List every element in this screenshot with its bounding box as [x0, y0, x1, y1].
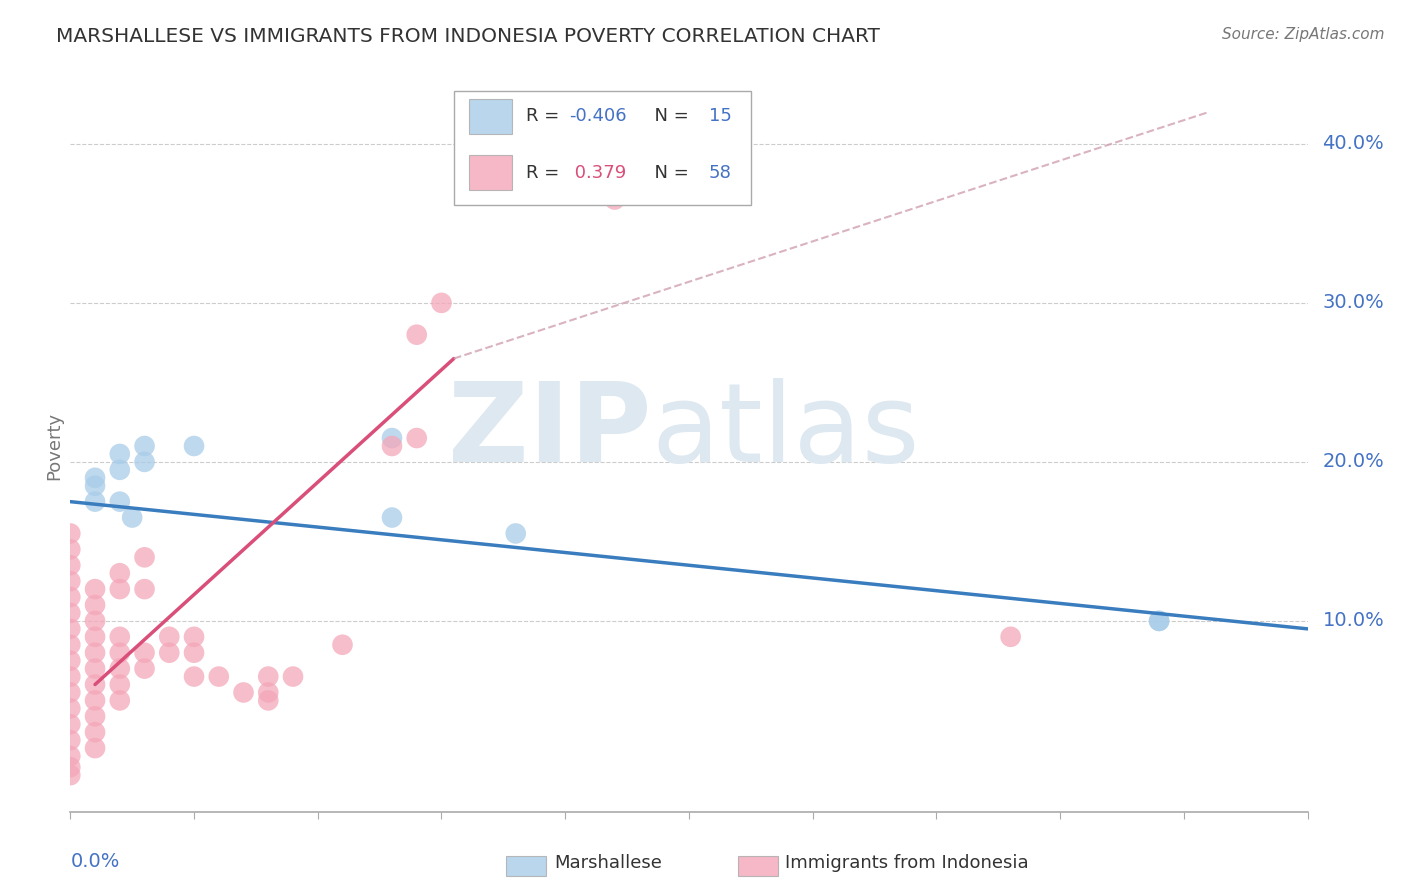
Point — [108, 463, 131, 477]
Point — [59, 768, 82, 782]
Point — [505, 185, 527, 199]
Text: R =: R = — [526, 164, 565, 182]
Point — [84, 471, 107, 485]
Point — [108, 630, 131, 644]
Point — [59, 654, 82, 668]
Point — [183, 646, 205, 660]
Point — [84, 709, 107, 723]
Point — [121, 510, 143, 524]
Point — [59, 701, 82, 715]
Text: N =: N = — [643, 107, 695, 125]
Point — [108, 693, 131, 707]
Point — [134, 455, 156, 469]
Text: N =: N = — [643, 164, 695, 182]
Point — [183, 630, 205, 644]
Point — [430, 296, 453, 310]
Point — [108, 582, 131, 596]
FancyBboxPatch shape — [468, 99, 512, 134]
Point — [183, 439, 205, 453]
Point — [84, 677, 107, 691]
Point — [183, 669, 205, 683]
Text: -0.406: -0.406 — [569, 107, 627, 125]
Text: ZIP: ZIP — [449, 378, 652, 485]
FancyBboxPatch shape — [454, 91, 751, 204]
Point — [208, 669, 231, 683]
Point — [59, 760, 82, 774]
FancyBboxPatch shape — [468, 155, 512, 190]
Text: Immigrants from Indonesia: Immigrants from Indonesia — [785, 855, 1028, 872]
Point — [59, 574, 82, 589]
Point — [84, 646, 107, 660]
Point — [1000, 630, 1022, 644]
Text: atlas: atlas — [652, 378, 921, 485]
Point — [381, 431, 404, 445]
Point — [59, 717, 82, 731]
Text: Source: ZipAtlas.com: Source: ZipAtlas.com — [1222, 27, 1385, 42]
Point — [1147, 614, 1170, 628]
Point — [59, 526, 82, 541]
Point — [84, 693, 107, 707]
Point — [381, 510, 404, 524]
Point — [405, 327, 427, 342]
Point — [59, 622, 82, 636]
Point — [84, 479, 107, 493]
Point — [134, 646, 156, 660]
Point — [381, 439, 404, 453]
Point — [108, 494, 131, 508]
Text: MARSHALLESE VS IMMIGRANTS FROM INDONESIA POVERTY CORRELATION CHART: MARSHALLESE VS IMMIGRANTS FROM INDONESIA… — [56, 27, 880, 45]
Point — [134, 662, 156, 676]
Point — [134, 439, 156, 453]
Point — [84, 662, 107, 676]
Point — [84, 582, 107, 596]
Point — [59, 685, 82, 699]
Text: 15: 15 — [709, 107, 731, 125]
Point — [84, 614, 107, 628]
Point — [108, 677, 131, 691]
Point — [405, 431, 427, 445]
Point — [59, 606, 82, 620]
Text: 30.0%: 30.0% — [1323, 293, 1384, 312]
Point — [157, 630, 180, 644]
Text: R =: R = — [526, 107, 565, 125]
Point — [59, 558, 82, 573]
Point — [108, 662, 131, 676]
Point — [59, 669, 82, 683]
Point — [84, 630, 107, 644]
Text: 20.0%: 20.0% — [1323, 452, 1384, 471]
Text: 0.0%: 0.0% — [70, 852, 120, 871]
Point — [84, 741, 107, 756]
Text: 0.379: 0.379 — [569, 164, 626, 182]
Point — [59, 733, 82, 747]
Point — [108, 447, 131, 461]
Y-axis label: Poverty: Poverty — [45, 412, 63, 480]
Point — [108, 646, 131, 660]
Point — [84, 725, 107, 739]
Point — [134, 550, 156, 565]
Point — [1147, 614, 1170, 628]
Text: 40.0%: 40.0% — [1323, 135, 1384, 153]
Point — [257, 685, 280, 699]
Point — [505, 526, 527, 541]
Point — [603, 193, 626, 207]
Point — [59, 542, 82, 557]
Point — [108, 566, 131, 581]
Text: Marshallese: Marshallese — [554, 855, 662, 872]
Point — [232, 685, 254, 699]
Point — [332, 638, 354, 652]
Point — [59, 638, 82, 652]
Text: 58: 58 — [709, 164, 731, 182]
Point — [157, 646, 180, 660]
Point — [59, 590, 82, 604]
Point — [257, 693, 280, 707]
Text: 10.0%: 10.0% — [1323, 611, 1384, 631]
Point — [257, 669, 280, 683]
Point — [84, 494, 107, 508]
Point — [134, 582, 156, 596]
Point — [59, 749, 82, 764]
Point — [84, 598, 107, 612]
Point — [281, 669, 304, 683]
